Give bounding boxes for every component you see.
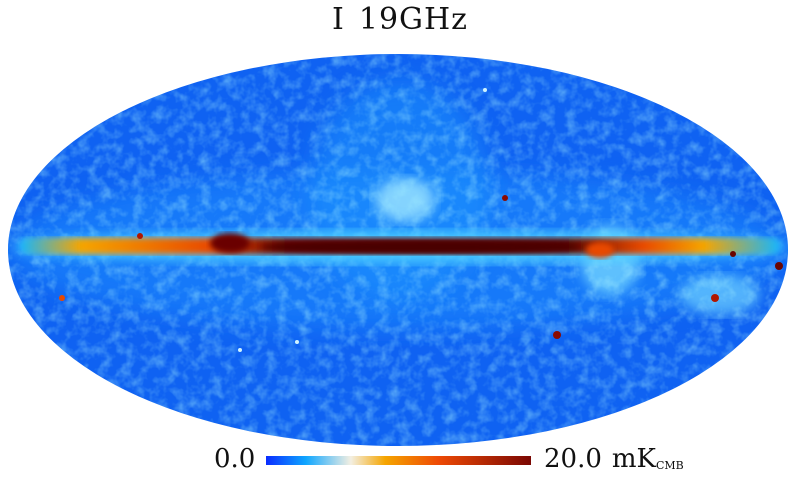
point-source — [502, 195, 508, 201]
point-source — [711, 294, 719, 302]
colorbar-unit-subscript: CMB — [655, 459, 684, 472]
colorbar — [266, 456, 531, 465]
colorbar-unit: mK — [611, 444, 656, 474]
point-source — [238, 348, 242, 352]
point-source — [137, 233, 143, 239]
point-source — [483, 88, 487, 92]
point-source — [295, 340, 299, 344]
frequency-label: 19GHz — [358, 2, 468, 37]
stokes-label: I — [332, 2, 345, 37]
colorbar-max-value: 20.0 — [544, 444, 602, 474]
point-source — [775, 262, 783, 270]
colorbar-max-label: 20.0 mKCMB — [544, 444, 684, 474]
colorbar-min-label: 0.0 — [214, 444, 256, 474]
point-source — [553, 331, 561, 339]
point-source — [59, 295, 65, 301]
point-source — [730, 251, 736, 257]
map-title: I 19GHz — [0, 2, 800, 37]
